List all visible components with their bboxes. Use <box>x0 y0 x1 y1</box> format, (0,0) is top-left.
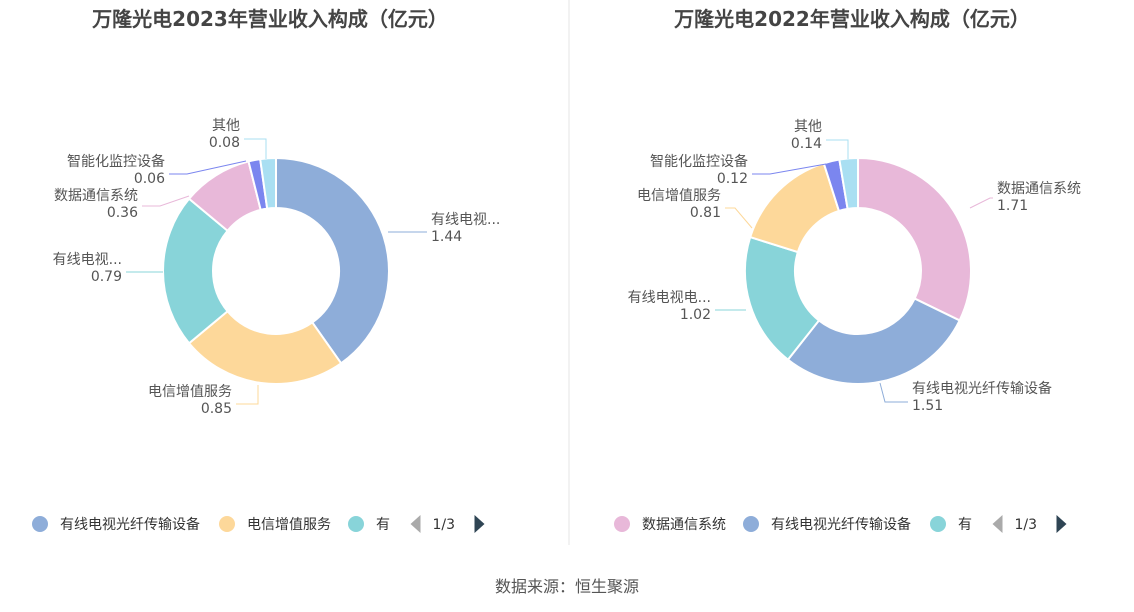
slice-label: 电信增值服务 <box>637 188 721 204</box>
label-leader-line <box>725 207 753 229</box>
donut-slice[interactable] <box>748 162 841 254</box>
legend-marker[interactable] <box>219 516 235 532</box>
slice-value-label: 1.71 <box>997 198 1028 214</box>
legend-page-indicator: 1/3 <box>1015 517 1038 533</box>
slice-value-label: 0.06 <box>134 171 165 187</box>
legend-page-indicator: 1/3 <box>433 517 456 533</box>
legend-next-arrow-icon[interactable] <box>1056 515 1067 533</box>
legend-2022: 数据通信系统 有线电视光纤传输设备 有 1/3 <box>614 515 1067 533</box>
legend-marker[interactable] <box>743 516 759 532</box>
label-leader-line <box>752 163 827 175</box>
slice-labels-2023: 有线电视...1.44电信增值服务0.85有线电视...0.79数据通信系统0.… <box>53 118 501 417</box>
slice-value-label: 1.44 <box>431 229 462 245</box>
slice-label: 数据通信系统 <box>997 181 1081 197</box>
legend-marker[interactable] <box>32 516 48 532</box>
slice-value-label: 0.85 <box>201 401 232 417</box>
slice-value-label: 0.12 <box>717 171 748 187</box>
legend-item-label[interactable]: 有 <box>958 517 972 533</box>
slice-value-label: 0.79 <box>91 269 122 285</box>
legend-prev-arrow-icon[interactable] <box>410 515 421 533</box>
label-leader-line <box>826 139 849 159</box>
chart-2022: 万隆光电2022年营业收入构成（亿元） 数据通信系统1.71有线电视光纤传输设备… <box>614 7 1081 533</box>
legend-item-label[interactable]: 电信增值服务 <box>247 517 331 533</box>
donut-slice[interactable] <box>259 156 277 210</box>
label-leader-line <box>236 385 259 405</box>
label-leader-line <box>244 138 267 159</box>
slice-value-label: 1.51 <box>912 398 943 414</box>
donut-slice[interactable] <box>857 156 972 322</box>
label-leader-line <box>169 160 247 175</box>
slice-value-label: 0.81 <box>690 205 721 221</box>
legend-marker[interactable] <box>348 516 364 532</box>
slice-value-label: 0.14 <box>791 136 822 152</box>
slice-label: 智能化监控设备 <box>650 153 748 170</box>
donut-2023 <box>162 156 390 385</box>
legend-item-label[interactable]: 有 <box>376 517 390 533</box>
donut-2022 <box>744 156 972 385</box>
legend-marker[interactable] <box>614 516 630 532</box>
donut-slice[interactable] <box>838 156 859 211</box>
slice-value-label: 0.36 <box>107 205 138 221</box>
legend-item-label[interactable]: 数据通信系统 <box>642 517 726 533</box>
donut-slice[interactable] <box>187 309 343 385</box>
label-leader-line <box>879 382 908 403</box>
slice-label: 电信增值服务 <box>148 384 232 400</box>
slice-label: 有线电视光纤传输设备 <box>912 380 1052 397</box>
chart-2023: 万隆光电2023年营业收入构成（亿元） 有线电视...1.44电信增值服务0.8… <box>32 7 500 533</box>
label-leader-line <box>142 195 190 207</box>
legend-item-label[interactable]: 有线电视光纤传输设备 <box>771 516 911 533</box>
slice-label: 数据通信系统 <box>54 188 138 204</box>
chart-title-2023: 万隆光电2023年营业收入构成（亿元） <box>91 7 448 31</box>
legend-marker[interactable] <box>930 516 946 532</box>
label-leader-line <box>969 197 993 209</box>
slice-value-label: 1.02 <box>680 307 711 323</box>
slice-label: 其他 <box>794 119 822 135</box>
slice-label: 有线电视... <box>53 252 122 268</box>
legend-2023: 有线电视光纤传输设备 电信增值服务 有 1/3 <box>32 515 485 533</box>
legend-item-label[interactable]: 有线电视光纤传输设备 <box>60 516 200 533</box>
slice-label: 智能化监控设备 <box>67 153 165 170</box>
slice-label: 有线电视电... <box>628 290 711 306</box>
chart-title-2022: 万隆光电2022年营业收入构成（亿元） <box>673 7 1030 31</box>
donut-slice[interactable] <box>275 156 390 365</box>
data-source: 数据来源：恒生聚源 <box>495 577 639 596</box>
legend-prev-arrow-icon[interactable] <box>992 515 1003 533</box>
donut-slice[interactable] <box>786 297 961 385</box>
slice-label: 有线电视... <box>431 212 500 228</box>
legend-next-arrow-icon[interactable] <box>474 515 485 533</box>
slice-label: 其他 <box>212 118 240 134</box>
slice-value-label: 0.08 <box>209 135 240 151</box>
